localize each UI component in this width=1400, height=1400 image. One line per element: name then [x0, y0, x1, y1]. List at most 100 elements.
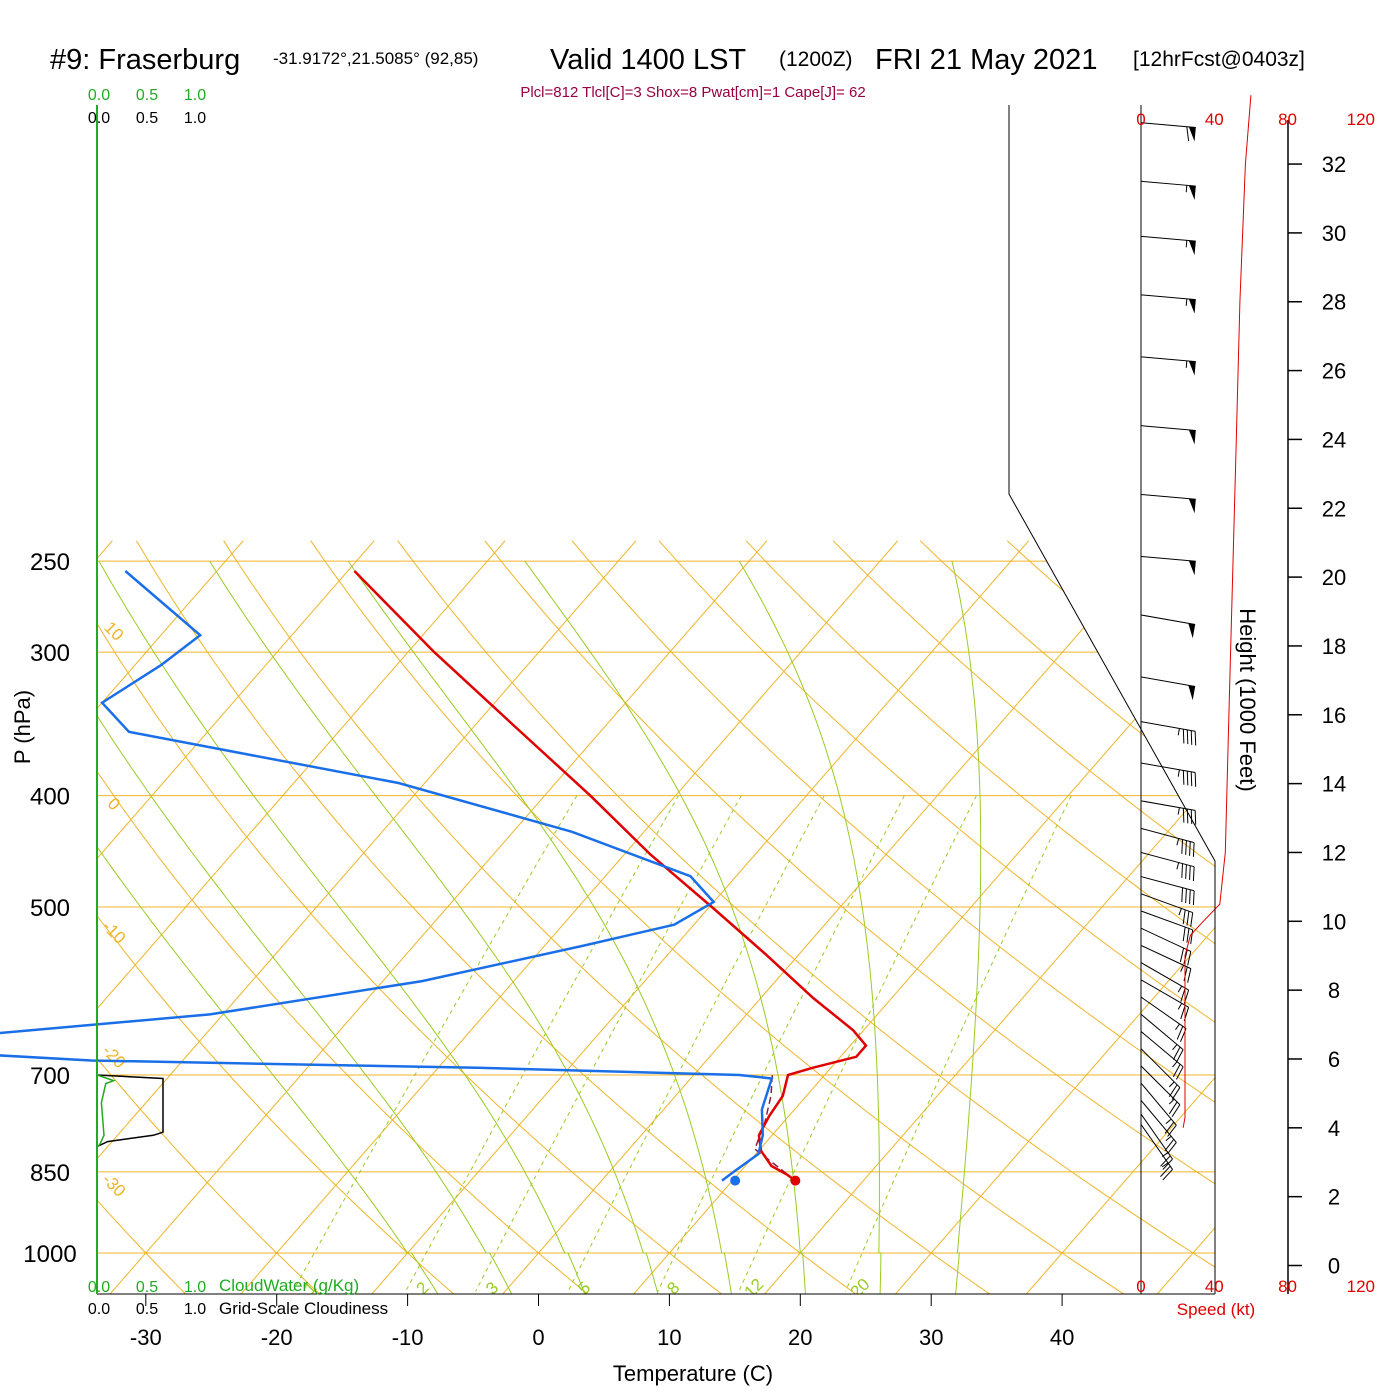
barb-shaft — [1140, 356, 1196, 363]
speed-axis-label: Speed (kt) — [1177, 1300, 1255, 1319]
wind-barb — [1140, 614, 1196, 639]
speed-tick-label-top: 80 — [1278, 110, 1297, 129]
mixing-ratio-line — [738, 795, 977, 1292]
mixing-ratio-line — [845, 795, 1072, 1292]
pressure-tick-label: 1000 — [23, 1241, 76, 1268]
barb-shaft — [1140, 910, 1193, 931]
barb-pennant — [1188, 429, 1196, 445]
barb-shaft — [1140, 827, 1195, 844]
barb-pennant — [1188, 623, 1196, 639]
forecast-date: FRI 21 May 2021 — [875, 44, 1097, 76]
barb-flag — [1182, 926, 1186, 942]
speed-tick-label-bottom: 40 — [1205, 1277, 1224, 1296]
height-tick-label: 10 — [1322, 909, 1346, 934]
plot-frame — [97, 105, 1216, 1295]
barb-shaft — [1140, 425, 1196, 431]
temperature-axis: -30 -20 -10 0 10 20 30 40 — [130, 1294, 1074, 1350]
cloudiness-label: Grid-Scale Cloudiness — [219, 1299, 388, 1318]
dry-adiabat — [832, 540, 1215, 1294]
wind-barb — [1140, 235, 1196, 256]
barb-pennant — [1188, 299, 1196, 314]
temperature-line — [353, 570, 868, 1182]
speed-tick-label-bottom: 80 — [1278, 1277, 1297, 1296]
speed-tick-label-bottom: 120 — [1347, 1277, 1375, 1296]
moist-adiabat — [209, 560, 663, 1294]
isotherm — [226, 540, 899, 1294]
dry-adiabat — [1181, 540, 1215, 1294]
barb-flag — [1168, 1084, 1178, 1098]
barb-shaft — [1140, 1124, 1173, 1170]
barb-half-flag — [1185, 185, 1188, 193]
barb-shaft — [1140, 893, 1193, 914]
x-tick-label: 30 — [919, 1325, 943, 1350]
barb-flag — [1181, 863, 1184, 878]
stability-indices: Plcl=812 Tlcl[C]=3 Shox=8 Pwat[cm]=1 Cap… — [520, 84, 865, 101]
wind-barb — [1140, 294, 1196, 314]
isotherm-label: 10 — [100, 618, 127, 645]
barb-shaft — [1140, 800, 1196, 811]
isotherm-label: 10 — [1040, 507, 1075, 542]
barb-shaft — [1140, 235, 1196, 242]
barb-flag — [1190, 771, 1193, 787]
barb-flag — [1190, 809, 1193, 825]
barb-shaft — [1140, 1031, 1184, 1068]
dry-adiabat — [484, 540, 1215, 1294]
barb-flag — [1185, 888, 1187, 904]
cloud-scale-bottom-black-label: 0.5 — [136, 1301, 158, 1318]
barb-flag — [1186, 928, 1190, 943]
isotherm-label: -10 — [98, 917, 129, 948]
surface-dewpoint-dot — [730, 1175, 741, 1186]
barb-half-flag — [1165, 1135, 1172, 1142]
barb-pennant — [1188, 360, 1196, 376]
wind-barb — [1140, 1048, 1181, 1100]
isotherm — [97, 540, 506, 1294]
wind-barb — [1140, 356, 1196, 376]
forecast-run: [12hrFcst@0403z] — [1133, 48, 1305, 71]
barb-pennant — [1188, 240, 1196, 256]
barb-flag — [1192, 842, 1195, 857]
height-tick-label: 2 — [1328, 1185, 1340, 1210]
x-tick-label: 20 — [788, 1325, 812, 1350]
barb-shaft — [1140, 1065, 1181, 1106]
isotherm-label: -20 — [98, 1041, 129, 1072]
mixing-ratio-label: 12 — [741, 1275, 768, 1302]
barb-shaft — [1140, 1113, 1173, 1160]
dewpoint-line — [0, 570, 774, 1182]
pressure-axis: 250 300 400 500 700 850 1000 — [23, 549, 76, 1268]
barb-half-flag — [1177, 728, 1180, 736]
barb-half-flag — [1185, 298, 1188, 306]
cloud-scale-bottom-green-label: 1.0 — [184, 1279, 206, 1296]
moist-adiabat — [97, 560, 520, 1294]
wind-barb — [1140, 944, 1192, 983]
wind-barb — [1140, 180, 1196, 201]
isotherm-label: -30 — [98, 1170, 129, 1201]
wind-barb — [1140, 1031, 1184, 1080]
pressure-tick-label: 850 — [30, 1160, 70, 1187]
station-coords: -31.9172°,21.5085° (92,85) — [273, 49, 478, 68]
barb-flag — [1162, 1169, 1173, 1181]
wind-barb — [1140, 555, 1196, 576]
cloud-scale-top-green-label: 0.0 — [88, 87, 110, 104]
wind-barb — [1140, 962, 1190, 1004]
dry-adiabat — [97, 540, 472, 1294]
x-tick-label: 10 — [657, 1325, 681, 1350]
barb-shaft — [1140, 979, 1189, 1008]
height-tick-label: 22 — [1322, 496, 1346, 521]
mixing-ratio-line — [292, 795, 578, 1292]
barb-flag — [1192, 890, 1195, 906]
height-tick-label: 18 — [1322, 634, 1346, 659]
barb-pennant — [1188, 185, 1196, 201]
barb-flag — [1182, 770, 1185, 785]
dry-adiabat — [745, 540, 1215, 1294]
barb-flag — [1172, 1046, 1181, 1060]
cloud-scale-top-black-label: 0.5 — [136, 110, 158, 127]
pressure-tick-label: 250 — [30, 549, 70, 576]
wind-speed-line — [1182, 95, 1252, 1128]
mixing-ratio-line — [657, 795, 905, 1292]
moist-adiabat — [524, 560, 807, 1294]
height-tick-label: 6 — [1328, 1047, 1340, 1072]
barb-flag — [1171, 1087, 1181, 1100]
barb-shaft — [1140, 996, 1187, 1029]
barb-shaft — [1140, 1099, 1177, 1143]
